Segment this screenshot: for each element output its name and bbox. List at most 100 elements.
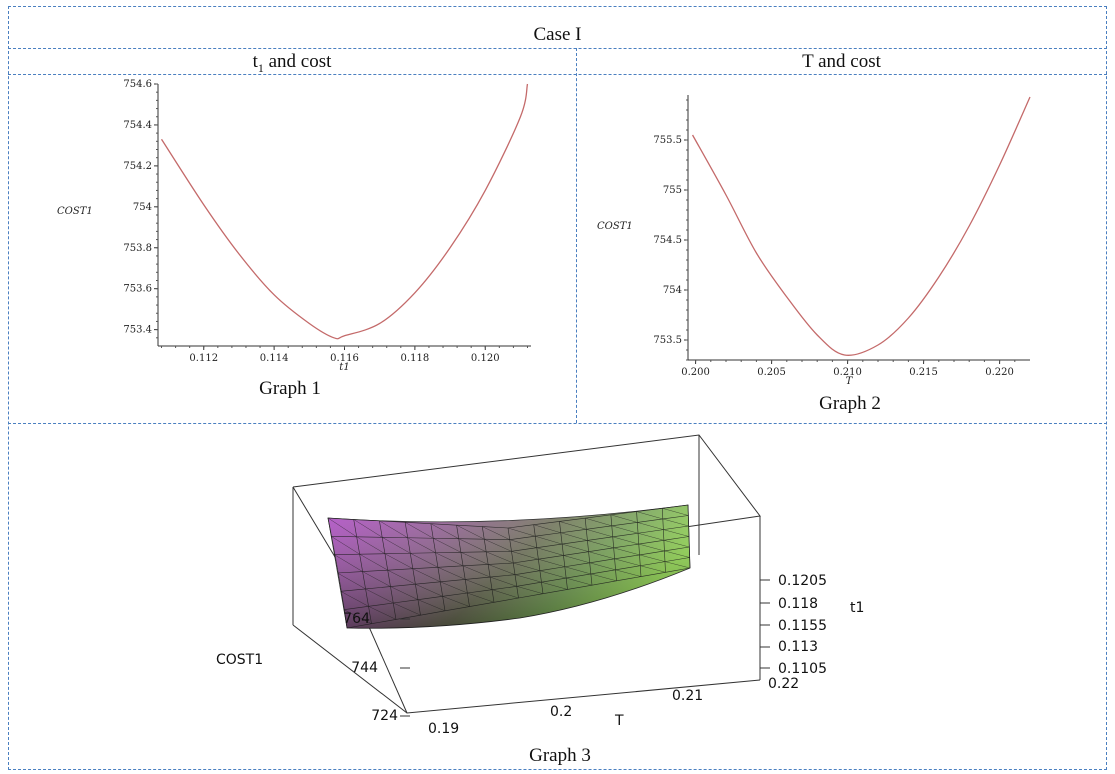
3d-tick-labels: 0.1205 0.118 0.1155 0.113 0.1105 t1 0.22… bbox=[216, 573, 864, 737]
col1-title: t1 and cost bbox=[8, 51, 576, 79]
mesh-diagonal bbox=[507, 527, 536, 537]
mesh-diagonal bbox=[615, 569, 642, 577]
mesh-diagonal bbox=[486, 551, 514, 564]
x-tick-label-0: 0.112 bbox=[189, 353, 218, 364]
T-axis-label: T bbox=[614, 713, 624, 729]
mesh-diagonal bbox=[437, 567, 466, 580]
mesh-diagonal bbox=[664, 550, 690, 558]
mesh-diagonal bbox=[514, 574, 542, 583]
col2-title: T and cost bbox=[802, 51, 881, 72]
mesh-diagonal bbox=[353, 519, 383, 538]
mesh-diagonal bbox=[639, 554, 666, 562]
mesh-diagonal bbox=[382, 537, 411, 554]
mesh-diagonal bbox=[588, 551, 615, 560]
col1-title-rest: and cost bbox=[263, 51, 332, 72]
mesh-diagonal bbox=[379, 520, 408, 538]
mesh-diagonal bbox=[663, 529, 690, 537]
mesh-diagonal bbox=[536, 547, 564, 556]
x-tick-label-3: 0.118 bbox=[401, 353, 430, 364]
t1-tick-0: 0.1205 bbox=[778, 573, 827, 589]
y-axis-label: COST1 bbox=[57, 206, 93, 217]
y-tick-label-5: 754.4 bbox=[123, 120, 152, 131]
header-divider bbox=[8, 48, 1107, 49]
x-tick-label-1: 0.114 bbox=[260, 353, 289, 364]
mesh-diagonal bbox=[563, 555, 590, 564]
table-header: Case I bbox=[533, 24, 582, 45]
y-tick-label-4: 754.2 bbox=[123, 161, 152, 172]
y-tick-label-0: 753.4 bbox=[123, 325, 152, 336]
mesh-diagonal bbox=[456, 524, 485, 540]
cost-axis-label: COST1 bbox=[216, 652, 263, 668]
mesh-diagonal bbox=[640, 565, 666, 573]
mesh-diagonal bbox=[465, 579, 493, 590]
mesh-diagonal bbox=[585, 517, 612, 527]
y-tick-label-2: 753.8 bbox=[123, 243, 152, 254]
mesh-diagonal bbox=[538, 559, 565, 567]
mesh-diagonal bbox=[516, 586, 544, 594]
mesh-diagonal bbox=[590, 573, 617, 582]
mesh-diagonal bbox=[407, 537, 436, 553]
mesh-diagonal bbox=[491, 589, 519, 599]
x-tick-label-4: 0.120 bbox=[471, 353, 500, 364]
mesh-diagonal bbox=[490, 576, 517, 587]
mesh-diagonal bbox=[509, 539, 537, 548]
mesh-diagonal bbox=[405, 522, 434, 539]
series-line-1 bbox=[691, 96, 1031, 356]
y-tick-label-6: 754.6 bbox=[123, 79, 152, 90]
mesh-diagonal bbox=[334, 554, 363, 572]
y-axis-label: COST1 bbox=[597, 221, 633, 232]
mesh-diagonal bbox=[467, 592, 495, 603]
mesh-diagonal bbox=[362, 571, 391, 587]
mesh-diagonal bbox=[566, 577, 593, 586]
caption-graph1: Graph 1 bbox=[259, 378, 321, 399]
mesh-diagonal bbox=[482, 526, 510, 540]
mesh-diagonal bbox=[417, 599, 446, 612]
T-tick-3: 0.22 bbox=[768, 676, 799, 692]
mesh-diagonal bbox=[488, 564, 516, 575]
caption-graph3: Graph 3 bbox=[529, 745, 591, 766]
mesh-diagonal bbox=[430, 523, 459, 539]
t1-tick-3: 0.113 bbox=[778, 639, 818, 655]
series-line-0 bbox=[160, 83, 529, 340]
mesh-diagonal bbox=[662, 518, 689, 527]
cost-tick-2: 764 bbox=[343, 611, 370, 627]
mesh-diagonal bbox=[433, 538, 461, 553]
mesh-diagonal bbox=[511, 551, 539, 560]
mesh-diagonal bbox=[412, 568, 441, 582]
y-tick-label-1: 754 bbox=[663, 285, 682, 296]
mesh-diagonal bbox=[340, 591, 369, 607]
y-tick-label-0: 753.5 bbox=[653, 335, 682, 346]
mesh-diagonal bbox=[331, 536, 360, 555]
mesh-diagonal bbox=[365, 588, 394, 604]
y-tick-label-1: 753.6 bbox=[123, 284, 152, 295]
mesh-diagonal bbox=[359, 554, 388, 571]
table-frame bbox=[8, 6, 1107, 770]
x-tick-label-3: 0.215 bbox=[909, 367, 938, 378]
x-tick-label-2: 0.210 bbox=[833, 367, 862, 378]
col1-title-sub: 1 bbox=[257, 60, 264, 75]
x-tick-label-1: 0.205 bbox=[757, 367, 786, 378]
mesh-diagonal bbox=[343, 609, 372, 624]
mesh-diagonal bbox=[636, 511, 663, 520]
y-tick-label-2: 754.5 bbox=[653, 235, 682, 246]
mesh-diagonal bbox=[327, 517, 357, 537]
mesh-diagonal bbox=[535, 536, 563, 545]
mesh-diagonal bbox=[611, 525, 639, 534]
title-divider bbox=[8, 74, 1107, 75]
mesh-diagonal bbox=[564, 566, 591, 575]
mesh-diagonal bbox=[533, 524, 561, 533]
mesh-diagonal bbox=[559, 521, 587, 530]
mesh-diagonal bbox=[513, 562, 540, 571]
mesh-diagonal bbox=[589, 562, 616, 571]
mesh-diagonal bbox=[663, 540, 690, 548]
mesh-diagonal bbox=[393, 602, 421, 616]
3d-surface bbox=[327, 504, 691, 629]
mesh-diagonal bbox=[662, 508, 689, 516]
mesh-diagonal bbox=[442, 596, 470, 607]
mesh-diagonal bbox=[462, 565, 491, 578]
mesh-diagonal bbox=[560, 532, 588, 541]
t1-axis-label: t1 bbox=[850, 600, 864, 616]
